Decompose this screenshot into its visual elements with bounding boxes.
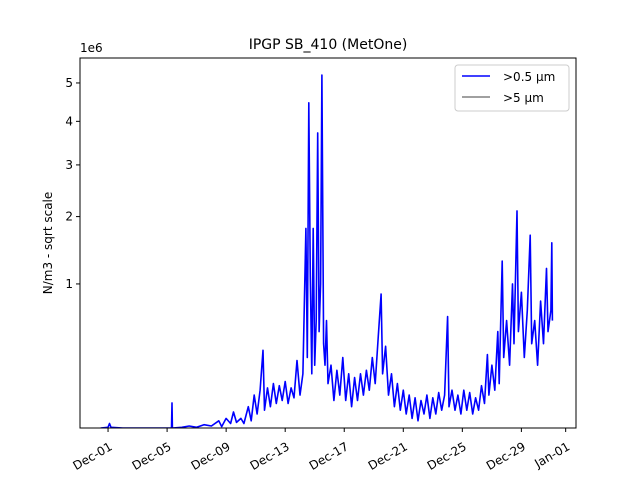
- x-tick-label: Dec-29: [484, 439, 528, 473]
- y-tick-label: 2: [65, 210, 73, 224]
- x-tick-label: Dec-01: [71, 439, 115, 473]
- x-tick-label: Jan-01: [531, 439, 572, 471]
- x-tick-label: Dec-05: [130, 439, 174, 473]
- y-offset-label: 1e6: [80, 41, 103, 55]
- x-tick-label: Dec-13: [248, 439, 292, 473]
- chart-title: IPGP SB_410 (MetOne): [249, 37, 408, 53]
- plot-frame: [79, 57, 577, 429]
- y-axis-label: N/m3 - sqrt scale: [41, 192, 55, 295]
- x-tick-label: Dec-25: [425, 439, 469, 473]
- y-tick-label: 3: [65, 158, 73, 172]
- series-line-0: [100, 74, 554, 428]
- y-tick-label: 5: [65, 76, 73, 90]
- legend-label-1: >5 µm: [503, 91, 544, 105]
- legend-label-0: >0.5 µm: [503, 70, 555, 84]
- x-tick-label: Dec-09: [189, 439, 233, 473]
- x-tick-label: Dec-21: [366, 439, 410, 473]
- y-tick-label: 4: [65, 114, 73, 128]
- y-tick-label: 1: [65, 277, 73, 291]
- legend: >0.5 µm >5 µm: [454, 64, 570, 112]
- x-tick-label: Dec-17: [307, 439, 351, 473]
